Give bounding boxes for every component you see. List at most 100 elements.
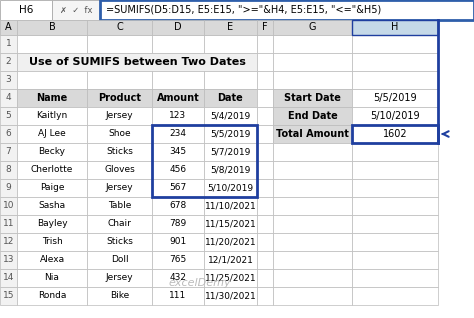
- Text: Nia: Nia: [45, 273, 59, 282]
- Bar: [87, 125, 152, 143]
- Text: H6: H6: [19, 5, 33, 15]
- Bar: [152, 143, 204, 161]
- Text: Ronda: Ronda: [38, 292, 66, 301]
- Text: A: A: [5, 23, 12, 32]
- Bar: [152, 35, 204, 53]
- Text: 234: 234: [170, 129, 186, 139]
- Text: 765: 765: [169, 255, 187, 265]
- Text: Name: Name: [36, 93, 68, 103]
- Bar: [204, 161, 257, 179]
- Bar: [0, 269, 17, 287]
- Bar: [0, 215, 17, 233]
- Text: 2: 2: [6, 58, 11, 66]
- Text: ✗  ✓  fx: ✗ ✓ fx: [60, 5, 92, 15]
- Bar: [257, 107, 273, 125]
- Bar: [273, 35, 352, 53]
- Bar: [87, 233, 152, 251]
- Text: 5/10/2019: 5/10/2019: [208, 183, 254, 192]
- Bar: [352, 71, 438, 89]
- Bar: [0, 287, 17, 305]
- Text: Date: Date: [218, 93, 243, 103]
- Bar: [352, 215, 438, 233]
- Bar: [273, 71, 352, 89]
- Text: 11/30/2021: 11/30/2021: [205, 292, 256, 301]
- Bar: [352, 269, 438, 287]
- Bar: [257, 53, 273, 71]
- Bar: [17, 35, 87, 53]
- Text: Jersey: Jersey: [106, 273, 133, 282]
- Bar: [257, 197, 273, 215]
- Bar: [87, 71, 152, 89]
- Text: H: H: [392, 23, 399, 32]
- Bar: [17, 143, 87, 161]
- Text: Sticks: Sticks: [106, 148, 133, 156]
- Text: AJ Lee: AJ Lee: [38, 129, 66, 139]
- Text: D: D: [174, 23, 182, 32]
- Text: =SUMIFS(D5:D15, E5:E15, ">="&H4, E5:E15, "<="&H5): =SUMIFS(D5:D15, E5:E15, ">="&H4, E5:E15,…: [106, 5, 381, 15]
- Text: 13: 13: [3, 255, 14, 265]
- Bar: [352, 161, 438, 179]
- Text: 678: 678: [169, 202, 187, 211]
- Bar: [352, 251, 438, 269]
- Text: 5/10/2019: 5/10/2019: [370, 111, 420, 121]
- Bar: [257, 215, 273, 233]
- Text: Jersey: Jersey: [106, 112, 133, 121]
- Bar: [204, 143, 257, 161]
- Bar: [0, 20, 17, 35]
- Bar: [352, 53, 438, 71]
- Bar: [204, 233, 257, 251]
- Bar: [352, 125, 438, 143]
- Text: Gloves: Gloves: [104, 165, 135, 175]
- Bar: [152, 125, 257, 197]
- Bar: [204, 20, 257, 35]
- Bar: [0, 53, 17, 71]
- Bar: [204, 35, 257, 53]
- Bar: [204, 71, 257, 89]
- Bar: [17, 215, 87, 233]
- Bar: [273, 53, 352, 71]
- Text: Alexa: Alexa: [39, 255, 64, 265]
- Text: Trish: Trish: [42, 238, 63, 246]
- Text: 123: 123: [169, 112, 187, 121]
- Bar: [0, 0, 52, 20]
- Bar: [273, 215, 352, 233]
- Bar: [257, 35, 273, 53]
- Bar: [0, 107, 17, 125]
- Bar: [87, 197, 152, 215]
- Bar: [0, 20, 17, 35]
- Bar: [17, 251, 87, 269]
- Bar: [257, 251, 273, 269]
- Bar: [0, 179, 17, 197]
- Text: Bayley: Bayley: [36, 219, 67, 229]
- Bar: [87, 269, 152, 287]
- Bar: [17, 89, 87, 107]
- Bar: [0, 251, 17, 269]
- Text: 5/7/2019: 5/7/2019: [210, 148, 251, 156]
- Text: 3: 3: [6, 75, 11, 85]
- Text: Sasha: Sasha: [38, 202, 65, 211]
- Bar: [87, 215, 152, 233]
- Bar: [0, 71, 17, 89]
- Bar: [87, 35, 152, 53]
- Bar: [17, 179, 87, 197]
- Bar: [87, 107, 152, 125]
- Bar: [273, 89, 352, 107]
- Bar: [87, 251, 152, 269]
- Bar: [273, 179, 352, 197]
- Text: Shoe: Shoe: [108, 129, 131, 139]
- Text: End Date: End Date: [288, 111, 337, 121]
- Text: 4: 4: [6, 93, 11, 102]
- Bar: [204, 179, 257, 197]
- Bar: [17, 125, 87, 143]
- Text: 456: 456: [169, 165, 187, 175]
- Text: 5/8/2019: 5/8/2019: [210, 165, 251, 175]
- Bar: [204, 107, 257, 125]
- Bar: [257, 71, 273, 89]
- Bar: [352, 107, 438, 125]
- Text: 11/15/2021: 11/15/2021: [205, 219, 256, 229]
- Bar: [152, 251, 204, 269]
- Bar: [257, 161, 273, 179]
- Text: 5/5/2019: 5/5/2019: [373, 93, 417, 103]
- Bar: [17, 269, 87, 287]
- Text: 901: 901: [169, 238, 187, 246]
